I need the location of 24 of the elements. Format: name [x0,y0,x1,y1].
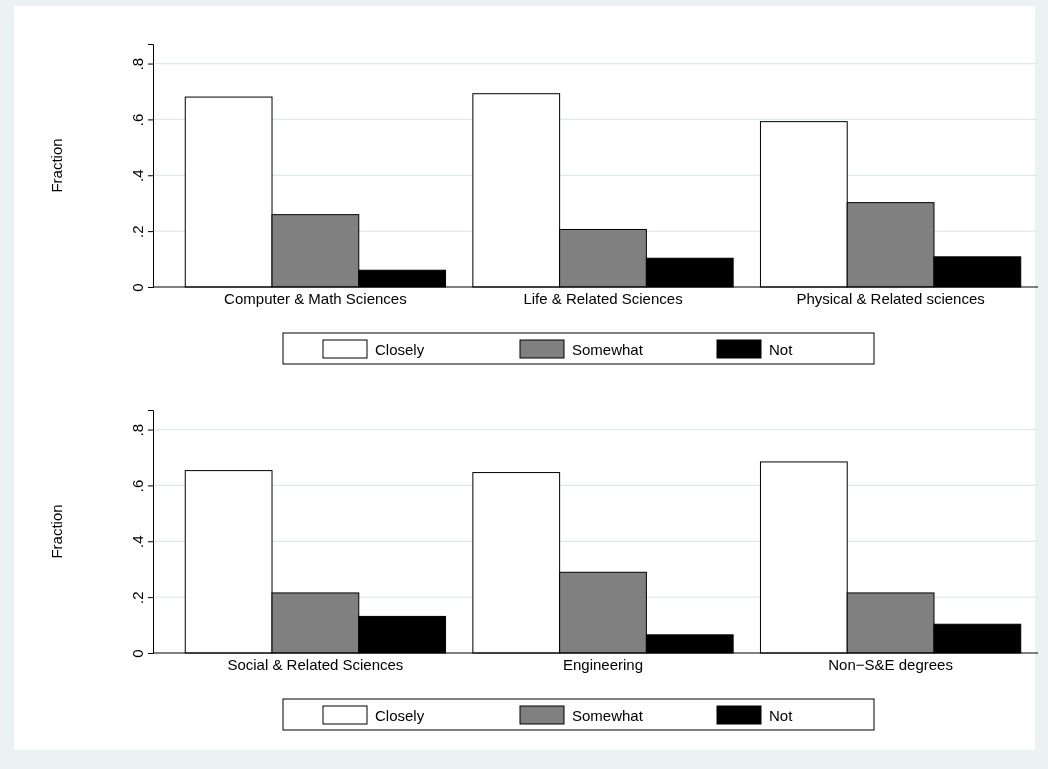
y-tick-label: 0 [128,283,146,292]
x-tick-label: Life & Related Sciences [523,290,683,308]
legend-label: Closely [375,706,425,724]
x-tick-label: Computer & Math Sciences [224,290,407,308]
y-tick-label: .2 [128,591,146,604]
y-tick-label: .2 [128,225,146,238]
y-tick-label: .6 [128,479,146,493]
legend-label: Somewhat [572,706,644,724]
y-tick-label: .8 [128,423,146,437]
y-tick-label: 0 [128,649,146,658]
legend-label: Closely [375,340,425,358]
y-tick-label: .8 [128,57,146,71]
y-tick-label: .6 [128,113,146,127]
x-tick-label: Social & Related Sciences [227,656,404,674]
x-tick-label: Engineering [562,656,644,674]
x-tick-label: Non−S&E degrees [828,656,953,674]
y-tick-label: .4 [128,169,146,183]
y-axis-title: Fraction [48,504,65,559]
y-axis-title: Fraction [48,138,65,193]
legend-label: Not [769,340,794,358]
legend-label: Somewhat [572,340,644,358]
x-tick-label: Physical & Related sciences [796,290,985,308]
y-tick-label: .4 [128,535,146,549]
legend-label: Not [769,706,794,724]
